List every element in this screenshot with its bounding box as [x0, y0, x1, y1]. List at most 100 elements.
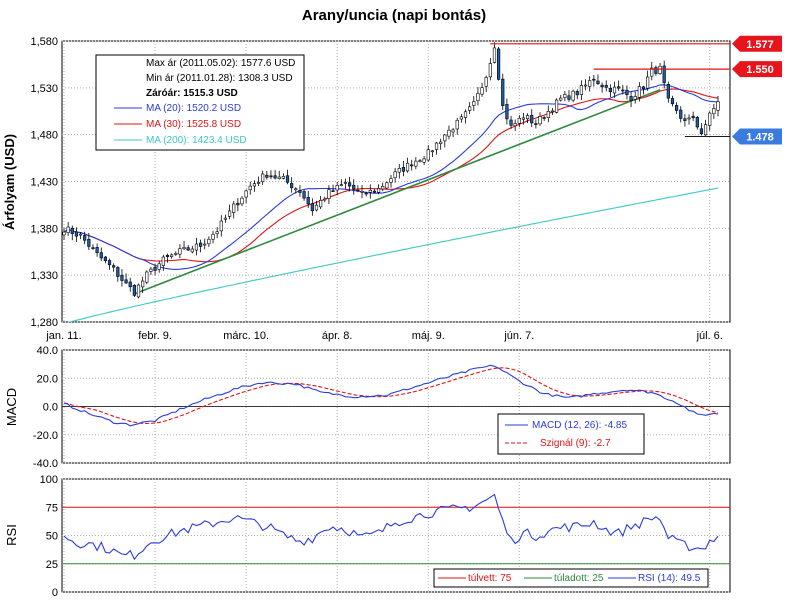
- macd-layer: [62, 364, 730, 427]
- candle-body: [468, 106, 472, 111]
- candle-body: [521, 117, 526, 120]
- price-tick-label: 1,530: [30, 83, 58, 95]
- candle: [194, 237, 199, 256]
- candle-body: [588, 80, 592, 87]
- candle-body: [256, 182, 261, 184]
- candle-body: [455, 119, 459, 130]
- candle-body: [679, 109, 683, 119]
- candle: [339, 179, 343, 187]
- candle-body: [314, 204, 319, 211]
- candle: [699, 123, 704, 136]
- candle: [248, 181, 252, 195]
- candle: [451, 127, 455, 138]
- candle: [273, 169, 277, 180]
- candle-body: [666, 84, 670, 99]
- candle-body: [492, 47, 497, 63]
- candle-body: [617, 86, 621, 89]
- price-tag: 1.550: [732, 61, 782, 78]
- candle: [716, 96, 720, 117]
- candle: [74, 227, 79, 242]
- candle-body: [186, 247, 190, 251]
- candle-body: [170, 254, 174, 257]
- candle: [95, 243, 99, 257]
- candle-body: [641, 86, 646, 90]
- candle-body: [662, 65, 666, 84]
- candle: [625, 85, 629, 100]
- candle: [352, 179, 356, 195]
- signal-line: [63, 367, 719, 425]
- candle-body: [604, 85, 608, 88]
- candle-body: [356, 189, 360, 192]
- candle-body: [290, 183, 294, 189]
- candle: [372, 189, 377, 194]
- candle: [571, 89, 575, 103]
- candle-body: [397, 168, 401, 173]
- candle: [401, 161, 406, 177]
- candle: [695, 116, 699, 130]
- candle: [290, 177, 294, 193]
- candle-body: [633, 96, 637, 100]
- candle-body: [488, 63, 492, 78]
- candle: [617, 80, 621, 91]
- candle-body: [592, 78, 596, 81]
- candle-body: [401, 167, 406, 172]
- candle-body: [91, 247, 95, 249]
- candle: [459, 114, 463, 123]
- candle-body: [447, 129, 451, 137]
- candle: [360, 185, 364, 199]
- candle-body: [327, 189, 331, 199]
- price-tick-label: 1,380: [30, 223, 58, 235]
- candle-body: [339, 184, 343, 187]
- candle: [463, 109, 468, 124]
- candle: [596, 74, 600, 85]
- candle: [170, 253, 174, 259]
- candle-body: [443, 134, 447, 142]
- candle-body: [658, 65, 662, 75]
- macd-tick-label: 0.0: [43, 402, 58, 414]
- legend-signal: Szignál (9): -2.7: [540, 438, 611, 449]
- candle-body: [670, 98, 675, 105]
- x-tick-label: febr. 9.: [138, 330, 172, 342]
- candle: [505, 98, 509, 125]
- candle: [679, 106, 683, 123]
- candle: [335, 182, 339, 196]
- rsi-line: [63, 493, 719, 561]
- ma200-line: [68, 187, 719, 322]
- price-layer: [62, 42, 730, 322]
- candle: [149, 266, 153, 275]
- candle: [256, 176, 261, 186]
- candle-body: [716, 101, 720, 111]
- candle: [381, 182, 385, 192]
- candle-body: [695, 116, 699, 128]
- candle: [165, 253, 170, 263]
- candle: [472, 96, 476, 111]
- candle: [608, 84, 612, 98]
- candle: [509, 115, 513, 129]
- candle: [385, 181, 389, 190]
- candle: [439, 138, 443, 150]
- candle-body: [232, 203, 236, 213]
- candle: [600, 82, 604, 93]
- candle: [227, 204, 232, 220]
- candle-body: [157, 263, 161, 270]
- candle-body: [194, 243, 199, 251]
- candle-body: [277, 176, 281, 180]
- candle-body: [203, 243, 207, 246]
- candle: [455, 117, 459, 135]
- rsi-legend-box: [433, 568, 709, 588]
- candle: [542, 115, 546, 121]
- candle-body: [712, 108, 716, 115]
- candle: [418, 159, 422, 163]
- candle-body: [650, 67, 654, 77]
- candle-body: [497, 48, 501, 80]
- price-tick-label: 1,480: [30, 130, 58, 142]
- candle: [612, 81, 617, 98]
- legend-ob: túlvett: 75: [468, 573, 512, 584]
- candle-body: [513, 123, 517, 127]
- macd-tick-label: -40.0: [33, 458, 58, 470]
- candle: [534, 119, 538, 129]
- candle: [675, 102, 679, 114]
- candle: [281, 173, 285, 180]
- candle-body: [525, 115, 530, 119]
- rsi-axis-label: RSI: [4, 524, 19, 546]
